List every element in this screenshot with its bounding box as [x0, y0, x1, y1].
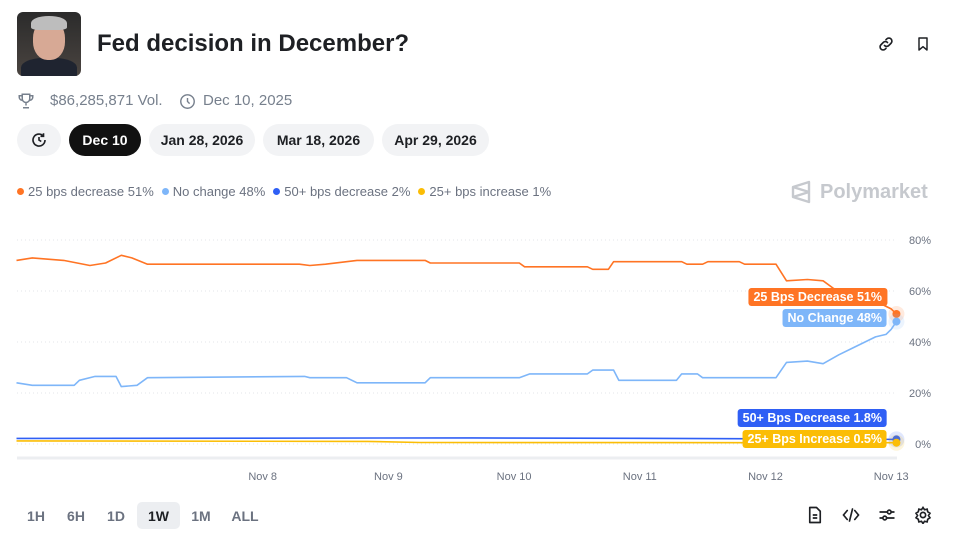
history-icon — [32, 133, 46, 147]
tab-mar-18[interactable]: Mar 18, 2026 — [263, 124, 374, 156]
document-icon[interactable] — [804, 504, 826, 526]
x-tick-label: Nov 10 — [497, 471, 532, 483]
y-tick-label: 80% — [909, 235, 931, 247]
polymarket-logo: Polymarket — [790, 180, 928, 204]
range-1w[interactable]: 1W — [137, 502, 180, 529]
price-chart[interactable]: 0% 20% 40% 60% 80% Nov 8 Nov 9 Nov 10 Nov 11 Nov … — [0, 220, 953, 490]
x-tick-label: Nov 13 — [874, 471, 909, 483]
y-tick-label: 20% — [909, 388, 931, 400]
series-line — [16, 440, 897, 444]
trophy-icon — [17, 92, 35, 115]
series-line — [16, 321, 898, 388]
end-point — [892, 317, 901, 326]
history-button[interactable] — [17, 124, 61, 156]
y-tick-label: 60% — [909, 286, 931, 298]
market-image — [17, 12, 81, 76]
legend-item: 25+ bps increase 1% — [418, 184, 551, 199]
x-tick-label: Nov 11 — [623, 471, 657, 483]
legend-item: No change 48% — [161, 184, 265, 199]
link-icon[interactable] — [875, 33, 897, 55]
range-1d[interactable]: 1D — [107, 507, 125, 524]
end-date: Dec 10, 2025 — [203, 92, 293, 109]
series-end-label: 50+ Bps Decrease 1.8% — [737, 409, 887, 427]
tab-apr-29[interactable]: Apr 29, 2026 — [382, 124, 489, 156]
bookmark-icon[interactable] — [912, 33, 934, 55]
series-end-label: 25+ Bps Increase 0.5% — [742, 430, 887, 448]
series-end-label: No Change 48% — [782, 309, 887, 327]
chart-legend: 25 bps decrease 51% No change 48% 50+ bp… — [17, 184, 551, 199]
x-tick-label: Nov 9 — [374, 471, 403, 483]
range-1m[interactable]: 1M — [191, 507, 211, 524]
end-point — [892, 309, 901, 318]
y-tick-label: 0% — [915, 439, 931, 451]
sliders-icon[interactable] — [876, 504, 898, 526]
series-end-label: 25 Bps Decrease 51% — [748, 288, 887, 306]
end-point — [892, 438, 901, 447]
code-icon[interactable] — [840, 504, 862, 526]
x-tick-label: Nov 8 — [248, 471, 277, 483]
range-all[interactable]: ALL — [231, 507, 259, 524]
clock-icon — [179, 93, 196, 115]
market-title: Fed decision in December? — [97, 30, 410, 57]
gear-icon[interactable] — [912, 504, 934, 526]
y-tick-label: 40% — [909, 337, 931, 349]
series-line — [16, 254, 897, 315]
range-6h[interactable]: 6H — [67, 507, 85, 524]
tab-jan-28[interactable]: Jan 28, 2026 — [149, 124, 255, 156]
legend-item: 50+ bps decrease 2% — [273, 184, 410, 199]
tab-dec-10[interactable]: Dec 10 — [69, 124, 141, 156]
volume: $86,285,871 Vol. — [50, 92, 163, 109]
legend-item: 25 bps decrease 51% — [17, 184, 154, 199]
x-tick-label: Nov 12 — [748, 471, 783, 483]
range-1h[interactable]: 1H — [27, 507, 45, 524]
